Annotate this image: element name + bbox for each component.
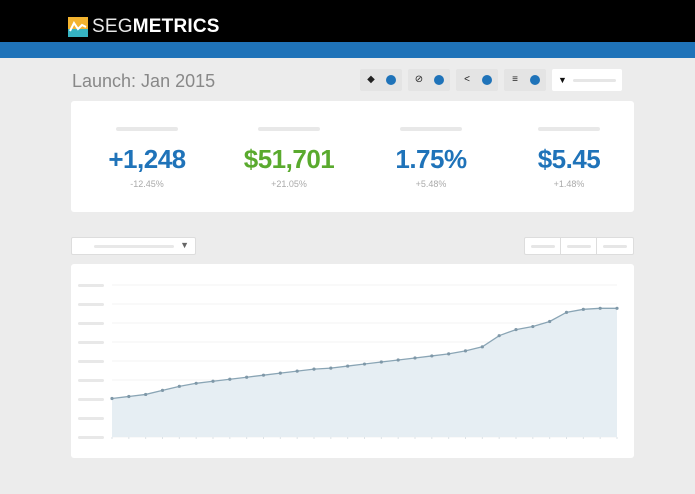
brand-name: SEGMETRICS — [92, 16, 220, 37]
data-point[interactable] — [144, 392, 148, 397]
status-dot — [434, 75, 444, 85]
nav-bar — [0, 42, 695, 58]
data-point[interactable] — [598, 306, 602, 310]
filter-tags[interactable]: ◆ — [360, 69, 402, 91]
filter-search-input[interactable]: ▼ — [552, 69, 622, 91]
data-point[interactable] — [278, 371, 282, 375]
y-axis-tick-label — [78, 359, 104, 363]
data-point[interactable] — [160, 388, 165, 392]
compass-icon: ⊘ — [414, 74, 424, 85]
kpi-value-per-lead: $5.45 +1.48% — [499, 101, 639, 189]
logo-icon — [68, 17, 88, 37]
filter-cart[interactable]: ≡ — [504, 69, 546, 91]
kpi-label-placeholder — [258, 127, 320, 131]
metric-dropdown[interactable]: ▼ — [71, 237, 196, 255]
status-dot — [386, 75, 396, 85]
data-point[interactable] — [362, 362, 367, 366]
kpi-conversion: 1.75% +5.48% — [361, 101, 501, 189]
data-point[interactable] — [615, 306, 619, 310]
brand-logo[interactable]: SEGMETRICS — [68, 17, 220, 37]
granularity-week-button[interactable] — [561, 238, 597, 254]
data-point[interactable] — [245, 375, 249, 379]
kpi-value: $51,701 — [243, 144, 335, 174]
data-point[interactable] — [548, 319, 552, 324]
kpi-delta: +21.05% — [271, 179, 307, 189]
data-point[interactable] — [497, 334, 501, 338]
cart-icon: ≡ — [512, 74, 518, 85]
kpi-subscribers: +1,248 -12.45% — [77, 101, 217, 189]
granularity-toggle — [524, 237, 634, 255]
chart-card — [71, 264, 634, 458]
top-bar: SEGMETRICS — [0, 0, 695, 42]
tag-icon: ◆ — [367, 74, 375, 85]
y-axis-tick-label — [78, 283, 104, 287]
granularity-day-button[interactable] — [525, 238, 561, 254]
funnel-icon: ▼ — [558, 75, 567, 85]
chevron-down-icon: ▼ — [180, 240, 189, 250]
page-title: Launch: Jan 2015 — [72, 71, 216, 91]
data-point[interactable] — [463, 349, 468, 353]
y-axis-tick-label — [78, 340, 104, 344]
y-axis-tick-label — [78, 435, 104, 439]
data-point[interactable] — [329, 366, 333, 370]
data-point[interactable] — [413, 356, 417, 360]
area-chart — [110, 284, 619, 439]
data-point[interactable] — [480, 345, 484, 349]
y-axis-tick-label — [78, 397, 104, 401]
kpi-label-placeholder — [400, 127, 462, 131]
data-point[interactable] — [127, 394, 131, 399]
data-point[interactable] — [379, 360, 383, 364]
status-dot — [530, 75, 540, 85]
data-point[interactable] — [261, 373, 266, 377]
data-point[interactable] — [346, 364, 350, 368]
placeholder-line — [94, 245, 174, 248]
data-point[interactable] — [177, 384, 181, 388]
kpi-value: +1,248 — [108, 144, 186, 174]
data-point[interactable] — [396, 358, 400, 362]
filter-share[interactable]: < — [456, 69, 498, 91]
kpi-value: 1.75% — [395, 144, 467, 174]
data-point[interactable] — [581, 307, 585, 311]
kpi-delta: +1.48% — [553, 179, 585, 189]
kpi-card: +1,248 -12.45% $51,701 +21.05% 1.75% +5.… — [71, 101, 634, 212]
data-point[interactable] — [531, 324, 535, 329]
data-point[interactable] — [447, 352, 451, 356]
filter-bar: ◆ ⊘ < ≡ ▼ — [360, 69, 622, 91]
data-point[interactable] — [430, 354, 434, 358]
y-axis-tick-label — [78, 321, 104, 325]
data-point[interactable] — [514, 327, 518, 332]
data-point[interactable] — [228, 377, 232, 381]
y-axis-tick-label — [78, 302, 104, 306]
status-dot — [482, 75, 492, 85]
kpi-label-placeholder — [116, 127, 178, 131]
kpi-delta: -12.45% — [130, 179, 164, 189]
y-axis-tick-label — [78, 416, 104, 420]
granularity-month-button[interactable] — [597, 238, 633, 254]
data-point[interactable] — [194, 381, 198, 385]
y-axis-tick-label — [78, 378, 104, 382]
data-point[interactable] — [211, 379, 215, 383]
kpi-label-placeholder — [538, 127, 600, 131]
filter-source[interactable]: ⊘ — [408, 69, 450, 91]
kpi-value: $5.45 — [537, 144, 601, 174]
placeholder-line — [572, 78, 616, 82]
share-icon: < — [464, 74, 470, 85]
data-point[interactable] — [564, 310, 569, 314]
kpi-delta: +5.48% — [415, 179, 447, 189]
data-point[interactable] — [110, 396, 114, 401]
data-point[interactable] — [312, 367, 316, 371]
data-point[interactable] — [295, 369, 299, 373]
kpi-revenue: $51,701 +21.05% — [219, 101, 359, 189]
